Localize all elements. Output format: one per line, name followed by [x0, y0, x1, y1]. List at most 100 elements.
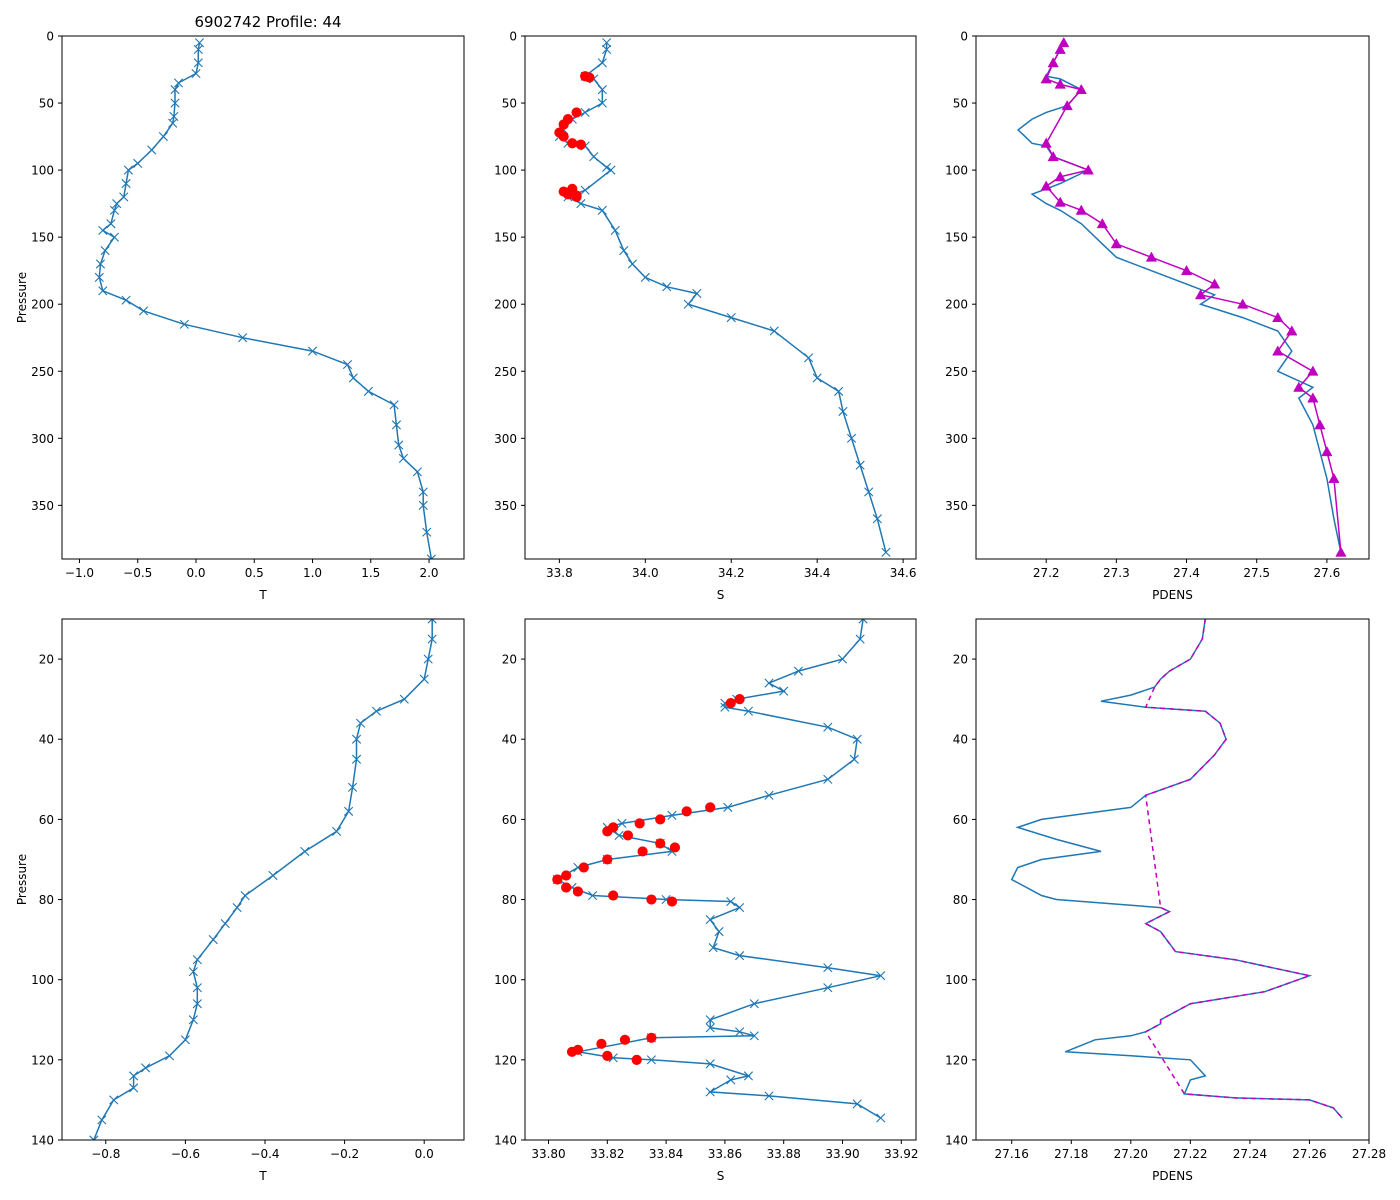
y-tick-label: 300 — [31, 432, 54, 446]
data-point — [852, 1099, 862, 1109]
data-point — [617, 818, 627, 828]
y-tick-label: 40 — [953, 733, 968, 747]
x-tick-label: 27.4 — [1173, 566, 1200, 580]
data-point — [1328, 472, 1340, 483]
data-point — [640, 272, 650, 282]
data-point — [749, 999, 759, 1009]
y-tick-label: 200 — [31, 298, 54, 312]
data-point — [726, 313, 736, 323]
x-axis-label: S — [717, 1169, 725, 1183]
data-point — [764, 678, 774, 688]
data-point — [170, 98, 180, 108]
series-t — [89, 619, 437, 1140]
data-point — [95, 259, 106, 269]
data-point — [1314, 419, 1326, 430]
data-point — [170, 85, 180, 95]
y-axis-label: Pressure — [15, 854, 29, 905]
data-point — [812, 373, 822, 383]
data-point — [705, 1059, 715, 1069]
data-point — [1058, 36, 1070, 48]
x-tick-label: 27.3 — [1103, 566, 1130, 580]
x-axis-label: S — [717, 588, 725, 602]
plot-area — [552, 619, 886, 1123]
data-point — [597, 58, 607, 68]
data-point — [351, 754, 362, 764]
data-point — [681, 806, 692, 817]
data-point — [662, 282, 672, 292]
data-point — [734, 694, 745, 705]
data-point — [418, 500, 428, 510]
data-point — [129, 1083, 139, 1093]
y-tick-label: 100 — [945, 973, 968, 987]
y-tick-label: 150 — [31, 231, 54, 245]
data-point — [371, 706, 382, 716]
data-point — [852, 734, 862, 744]
data-point — [1110, 238, 1122, 249]
data-point — [610, 225, 620, 236]
x-tick-label: 27.6 — [1314, 566, 1341, 580]
data-point — [705, 1023, 715, 1033]
data-point — [1335, 546, 1347, 557]
y-tick-label: 40 — [502, 733, 517, 747]
data-point — [858, 619, 868, 624]
x-tick-label: 33.90 — [825, 1147, 859, 1161]
y-tick-label: 50 — [39, 97, 54, 111]
data-point — [389, 400, 399, 410]
x-tick-label: 27.22 — [1173, 1147, 1207, 1161]
data-point — [121, 295, 131, 305]
data-point — [192, 999, 202, 1009]
data-point — [1237, 298, 1249, 309]
data-point — [614, 830, 624, 841]
data-point — [193, 44, 203, 54]
data-point — [98, 225, 108, 236]
data-point — [112, 199, 122, 209]
series-line — [1045, 42, 1342, 553]
data-point — [723, 802, 733, 812]
axes-frame — [524, 35, 917, 560]
data-point — [864, 487, 874, 497]
y-tick-label: 350 — [494, 499, 517, 513]
data-point — [94, 272, 104, 282]
y-tick-label: 300 — [494, 432, 517, 446]
y-axis-label: Pressure — [15, 272, 29, 323]
y-tick-label: 20 — [502, 653, 517, 667]
data-point — [655, 814, 666, 825]
y-tick-label: 250 — [31, 365, 54, 379]
data-point — [300, 846, 310, 857]
data-point — [129, 1071, 139, 1081]
x-tick-label: −0.2 — [330, 1147, 359, 1161]
y-tick-label: 100 — [494, 973, 517, 987]
data-point — [426, 554, 436, 559]
y-tick-label: 300 — [945, 432, 968, 446]
y-tick-label: 350 — [945, 499, 968, 513]
x-tick-label: −0.5 — [123, 566, 152, 580]
data-point — [332, 826, 342, 836]
series-pdens — [1010, 619, 1343, 1119]
data-point — [394, 440, 404, 450]
data-point — [1293, 381, 1305, 392]
y-tick-label: 250 — [494, 365, 517, 379]
y-tick-label: 80 — [39, 893, 54, 907]
y-tick-label: 80 — [953, 893, 968, 907]
subplot-t-zoom: −0.8 −0.6 −0.4 −0.2 0.0 20 40 60 80 100 120 140 T Pre… — [15, 618, 465, 1183]
data-point — [1194, 289, 1207, 300]
data-point — [705, 1015, 715, 1025]
data-point — [355, 718, 366, 728]
data-point — [646, 1032, 657, 1043]
data-point — [173, 78, 184, 88]
data-point — [637, 846, 648, 857]
series-flagged — [552, 694, 745, 1065]
data-point — [597, 85, 607, 95]
data-point — [192, 983, 202, 993]
y-tick-label: 100 — [31, 973, 54, 987]
data-point — [749, 1031, 759, 1041]
data-point — [399, 694, 409, 704]
y-tick-label: 140 — [945, 1134, 968, 1148]
data-point — [571, 107, 582, 118]
data-point — [578, 862, 589, 873]
data-point — [343, 806, 354, 816]
x-tick-label: −1.0 — [65, 566, 94, 580]
data-point — [138, 306, 149, 316]
data-point — [584, 72, 595, 83]
